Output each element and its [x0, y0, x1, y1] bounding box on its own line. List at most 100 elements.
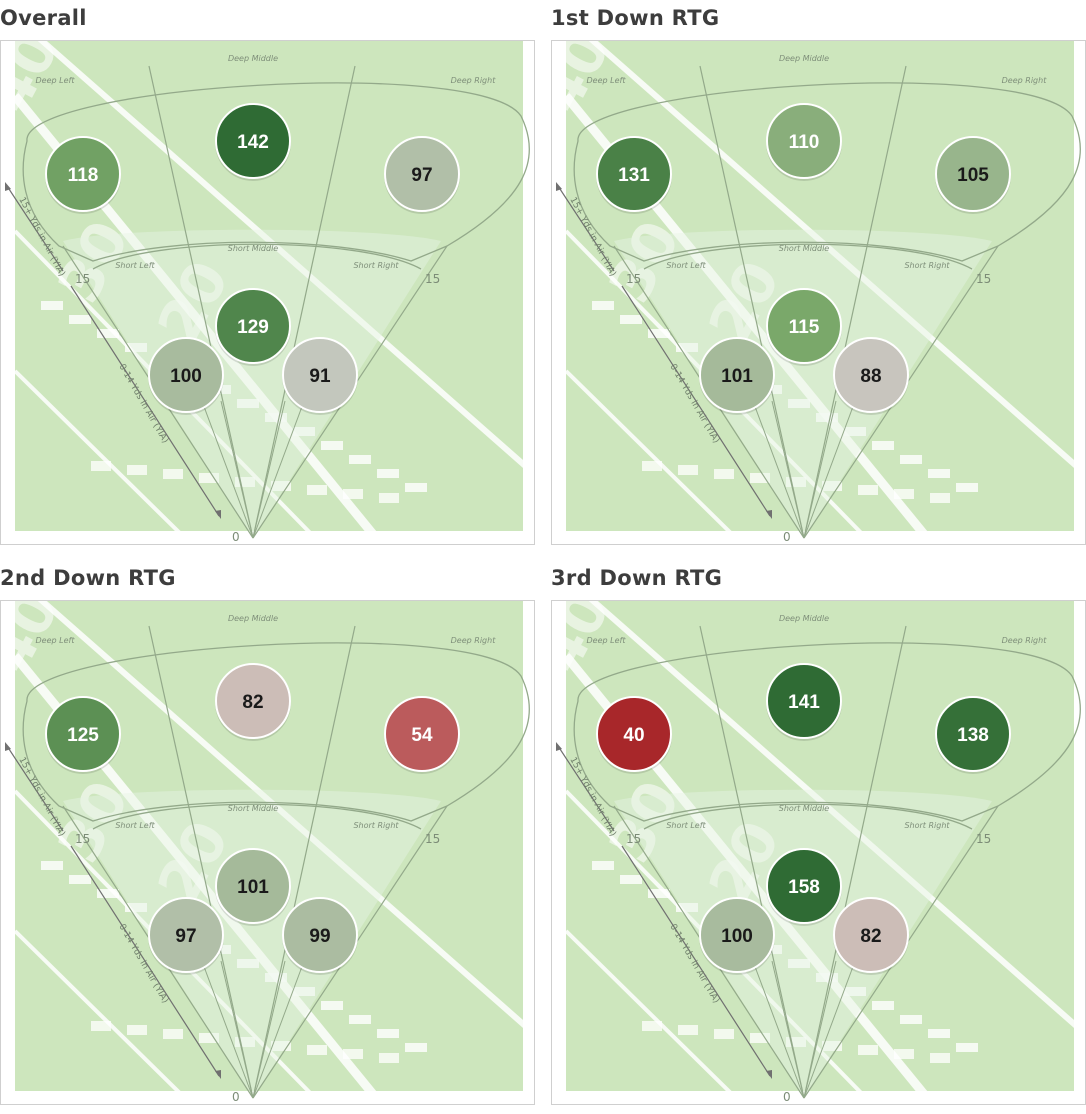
short-zone-arc — [643, 243, 973, 270]
hash-mark — [199, 473, 219, 483]
chart-panel-3rd-down: 3rd Down RTG 40 30 20 Deep Left Deep Middle D… — [551, 560, 1086, 1105]
hash-mark — [750, 1033, 770, 1043]
pass-fan: Deep Left Deep Middle Deep Right Short Left… — [5, 614, 530, 1104]
short-zone-fill — [63, 229, 441, 538]
rating-value-label: 110 — [789, 132, 820, 153]
fan-line — [803, 625, 907, 1099]
hash-mark — [678, 1025, 698, 1035]
hash-mark — [872, 441, 894, 450]
tick-label-15-left: 15 — [626, 832, 641, 846]
zone-rating-short-left: 100 — [699, 897, 775, 975]
zone-label-short-right: Short Right — [353, 261, 399, 270]
zone-label-deep-left: Deep Left — [36, 76, 76, 85]
zone-rating-deep-right: 105 — [935, 136, 1011, 214]
rating-circle — [833, 897, 909, 973]
short-axis-arrow — [621, 285, 771, 517]
yard-line — [588, 41, 1084, 474]
hash-mark — [788, 959, 810, 968]
tick-label-0: 0 — [232, 530, 240, 544]
hash-mark — [930, 1053, 950, 1063]
tick-label-0: 0 — [783, 530, 791, 544]
zone-rating-deep-right: 97 — [384, 136, 460, 214]
zone-rating-deep-middle: 110 — [766, 103, 842, 181]
zone-label-short-right: Short Right — [904, 821, 950, 830]
hash-mark — [343, 489, 363, 499]
rating-circle — [282, 337, 358, 413]
yard-line — [564, 369, 744, 544]
zone-label-deep-right: Deep Right — [1002, 636, 1048, 645]
deep-axis-arrowhead — [556, 742, 562, 751]
right-margin — [523, 41, 534, 544]
hash-mark — [237, 399, 259, 408]
hash-mark — [786, 477, 806, 487]
hash-mark — [642, 461, 662, 471]
rating-value-label: 82 — [242, 692, 263, 713]
hash-mark — [163, 1029, 183, 1039]
rating-value-label: 131 — [618, 165, 650, 186]
zone-rating-short-left: 101 — [699, 337, 775, 415]
hash-mark — [900, 455, 922, 464]
zone-label-deep-left: Deep Left — [587, 636, 627, 645]
hash-mark — [620, 875, 642, 884]
hash-mark — [894, 1049, 914, 1059]
hash-mark — [592, 861, 614, 870]
zone-label-short-left: Short Left — [666, 821, 706, 830]
right-margin — [1074, 41, 1085, 544]
rating-circle — [766, 103, 842, 179]
chart-panel-overall: Overall 40 30 20 Deep Left Deep Middle Deep R… — [0, 0, 535, 545]
hash-mark — [321, 441, 343, 450]
rating-value-label: 97 — [175, 926, 196, 947]
hash-mark — [928, 1029, 950, 1038]
hash-mark — [844, 987, 866, 996]
zone-label-short-middle: Short Middle — [779, 244, 830, 253]
hash-mark — [956, 1043, 978, 1052]
rating-value-label: 100 — [170, 366, 202, 387]
hash-mark — [676, 903, 698, 912]
deep-axis-arrow — [557, 745, 615, 832]
hash-mark — [816, 973, 838, 982]
rating-bubbles: 40 141 138 100 158 82 — [596, 663, 1011, 975]
yard-line — [37, 41, 533, 474]
hash-mark — [750, 473, 770, 483]
hash-mark — [97, 329, 119, 338]
rating-circle — [148, 337, 224, 413]
hash-mark — [678, 465, 698, 475]
yard-line — [37, 601, 533, 1034]
hash-mark — [125, 343, 147, 352]
hash-mark — [928, 469, 950, 478]
fan-line — [699, 65, 805, 539]
zone-label-deep-middle: Deep Middle — [779, 54, 829, 63]
rating-value-label: 142 — [237, 132, 269, 153]
hash-mark — [786, 1037, 806, 1047]
zone-label-short-left: Short Left — [115, 821, 155, 830]
chart-title: 3rd Down RTG — [551, 566, 723, 590]
fan-line — [252, 960, 286, 1099]
hash-mark — [127, 1025, 147, 1035]
hash-mark — [237, 959, 259, 968]
fan-line — [252, 625, 356, 1099]
fan-line — [803, 400, 837, 539]
zone-rating-deep-left: 40 — [596, 696, 672, 774]
rating-circle — [699, 897, 775, 973]
pass-fan: Deep Left Deep Middle Deep Right Short Left… — [556, 614, 1081, 1104]
hash-mark — [69, 875, 91, 884]
short-axis-arrowhead — [215, 1070, 221, 1079]
chart-panel-1st-down: 1st Down RTG 40 30 20 Deep Left Deep Middle D… — [551, 0, 1086, 545]
zone-label-deep-right: Deep Right — [451, 636, 497, 645]
rating-bubbles: 125 82 54 97 101 99 — [45, 663, 460, 975]
zone-label-short-right: Short Right — [904, 261, 950, 270]
zone-rating-deep-middle: 141 — [766, 663, 842, 741]
tick-label-0: 0 — [232, 1090, 240, 1104]
rating-circle — [935, 696, 1011, 772]
deep-axis-arrow — [6, 745, 64, 832]
hash-mark — [199, 1033, 219, 1043]
fan-line — [699, 625, 805, 1099]
rating-circle — [766, 288, 842, 364]
hash-mark — [271, 481, 291, 491]
hash-mark — [127, 465, 147, 475]
rating-value-label: 101 — [721, 366, 753, 387]
hash-mark — [41, 301, 63, 310]
fan-line — [252, 400, 286, 539]
